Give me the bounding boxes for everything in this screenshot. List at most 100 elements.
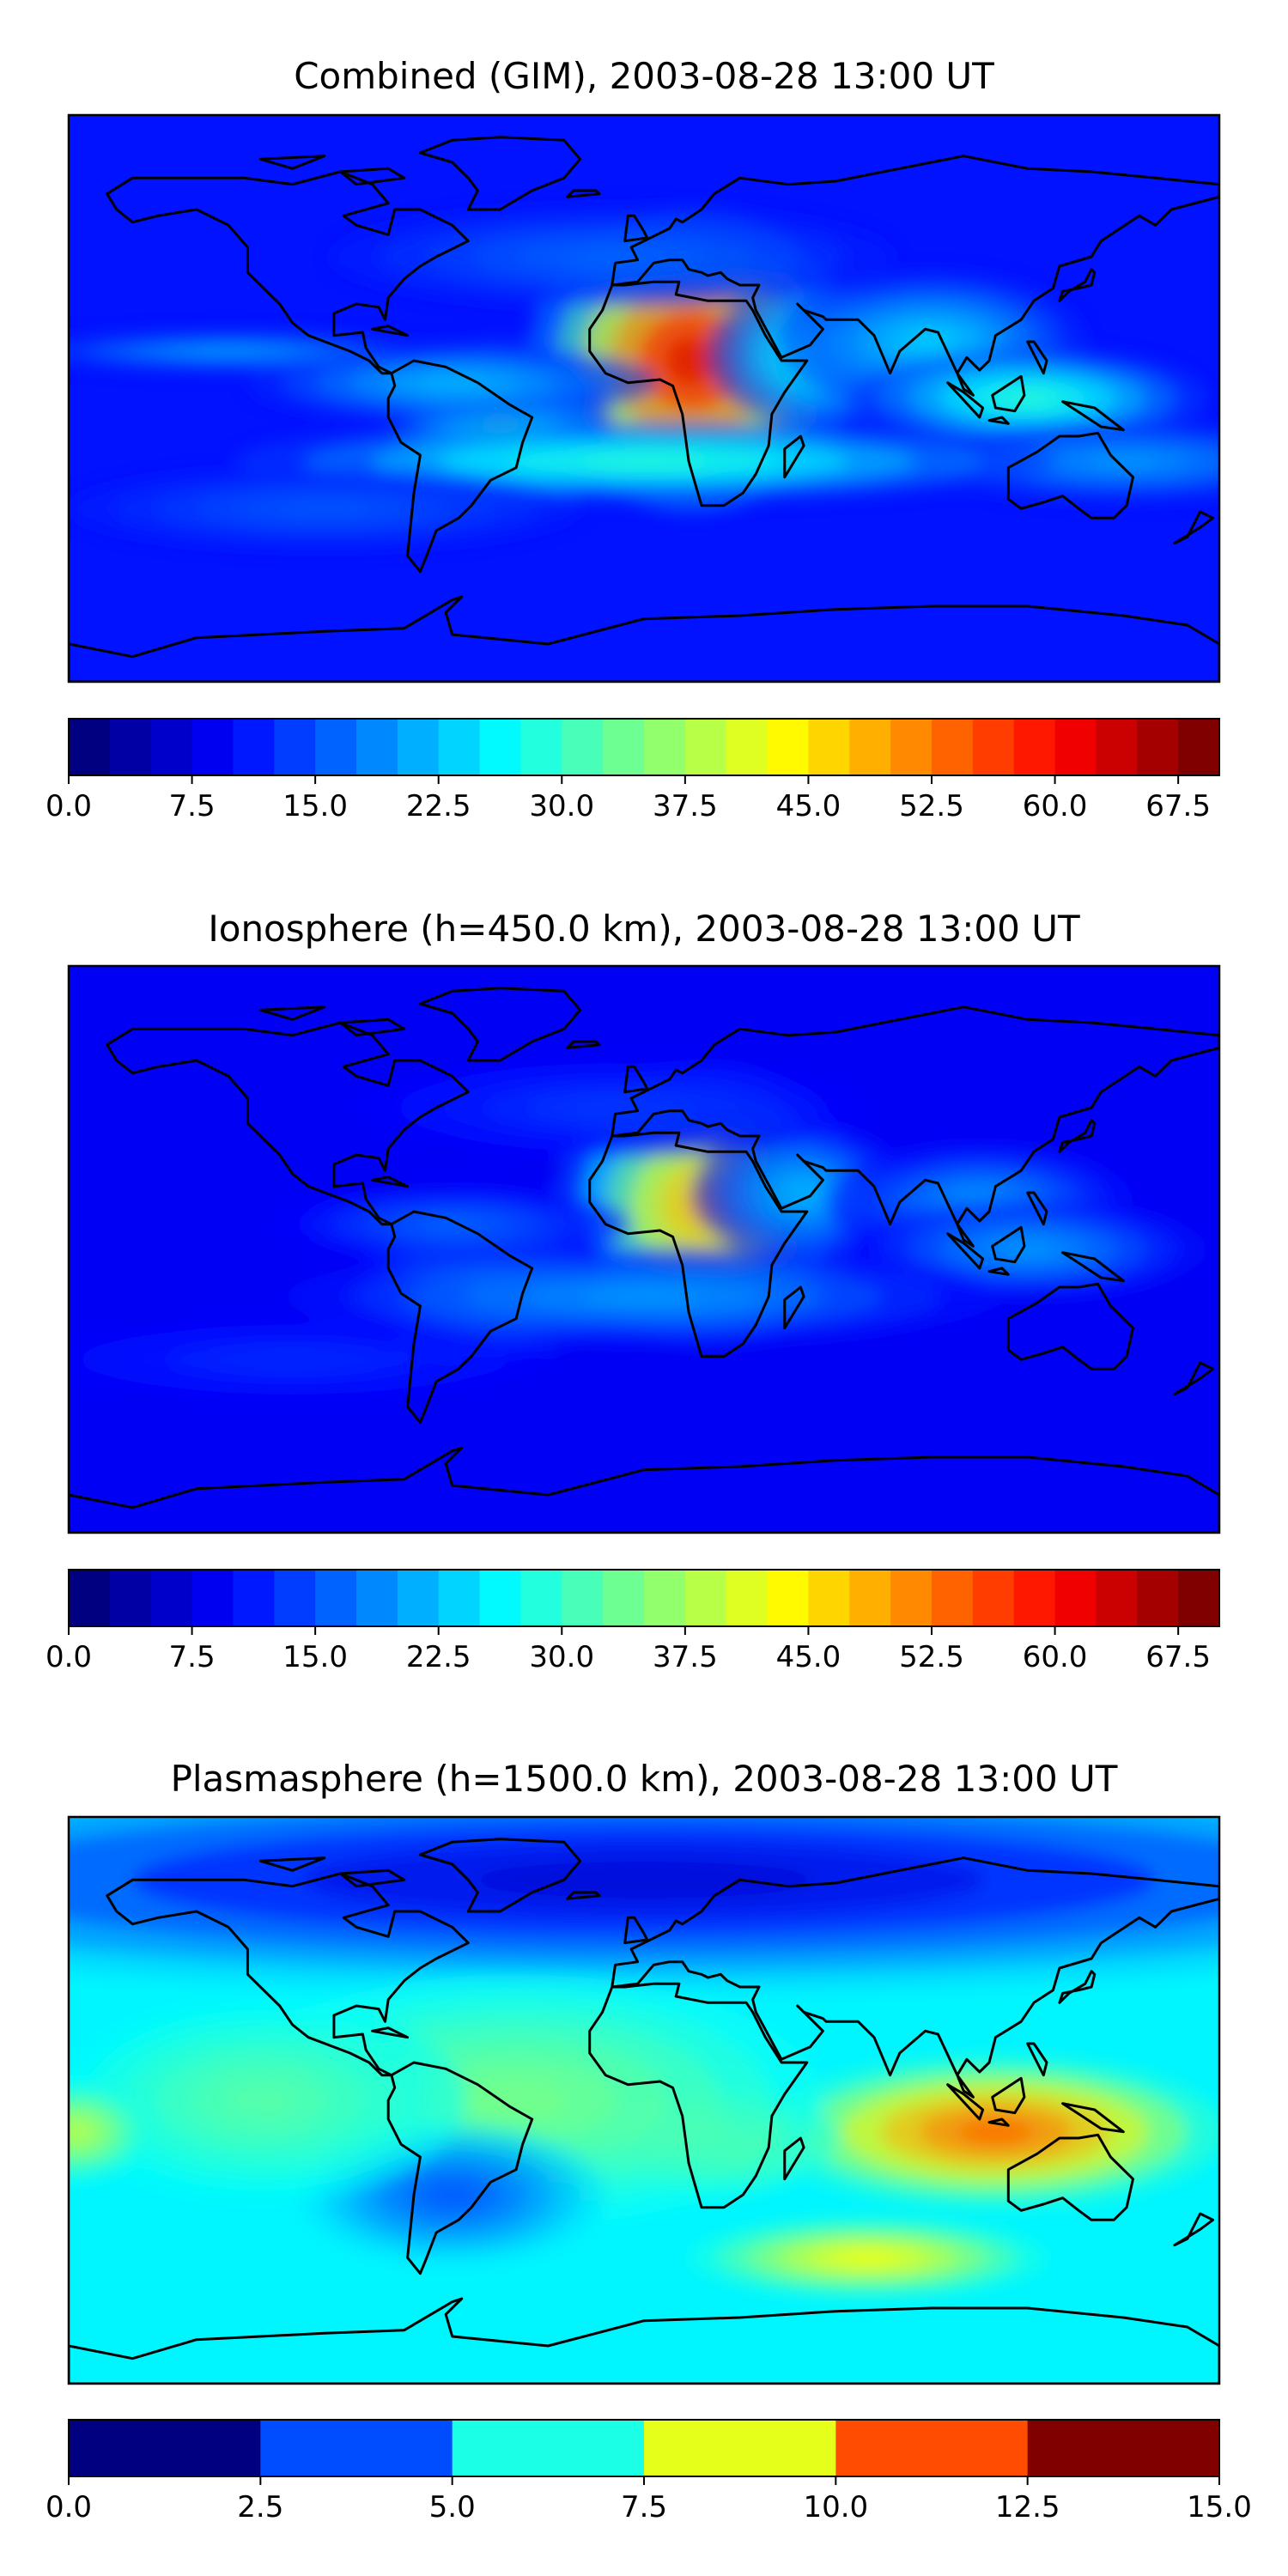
plasmasphere-coastline	[1173, 2212, 1215, 2247]
ionosphere-colorbar-tick-label: 67.5	[1145, 1640, 1211, 1674]
combined-colorbar-swatch	[972, 719, 1015, 775]
combined-colorbar-tick-label: 37.5	[653, 789, 718, 823]
plasmasphere-coastline	[258, 1856, 326, 1872]
ionosphere-coastline	[566, 1040, 601, 1049]
combined-coastline	[588, 280, 809, 507]
combined-coastline	[1061, 400, 1125, 432]
combined-colorbar-tick-label: 7.5	[169, 789, 216, 823]
plasmasphere-coastline	[1058, 1970, 1097, 2004]
combined-colorbar-tick-label: 45.0	[776, 789, 841, 823]
combined-coastline	[386, 359, 534, 574]
plasmasphere-colorbar-swatch	[835, 2420, 1029, 2476]
ionosphere-coastline	[338, 1018, 406, 1037]
ionosphere-contour-band	[249, 1352, 336, 1367]
ionosphere-colorbar-swatch	[150, 1570, 193, 1626]
combined-coastline	[1026, 340, 1048, 375]
plasmasphere-colorbar-tick-label: 0.0	[46, 2490, 92, 2524]
ionosphere-coastline	[106, 1021, 470, 1226]
plasmasphere-colorbar-tick-label: 15.0	[1187, 2490, 1252, 2524]
combined-colorbar-swatch	[684, 719, 727, 775]
plasmasphere-coastline	[946, 2083, 985, 2121]
combined-coastline	[611, 155, 1219, 397]
ionosphere-colorbar-swatch	[1137, 1570, 1179, 1626]
ionosphere-colorbar-swatch	[726, 1570, 769, 1626]
combined-colorbar-swatch	[726, 719, 769, 775]
combined-colorbar-swatch	[233, 719, 275, 775]
ionosphere-colorbar-swatch	[233, 1570, 275, 1626]
ionosphere-contour-band	[785, 1181, 823, 1205]
combined-coastline	[418, 136, 582, 211]
combined-colorbar-swatch	[849, 719, 891, 775]
ionosphere-colorbar-swatch	[1013, 1570, 1056, 1626]
combined-contour-band	[665, 335, 720, 386]
plasmasphere-contour-band	[69, 2123, 88, 2141]
combined-colorbar-swatch	[562, 719, 604, 775]
plasmasphere-title: Plasmasphere (h=1500.0 km), 2003-08-28 1…	[171, 1758, 1118, 1800]
combined-colorbar-swatch	[150, 719, 193, 775]
ionosphere-colorbar-swatch	[315, 1570, 357, 1626]
ionosphere-coastline	[418, 987, 582, 1062]
plasmasphere-colorbar-tick-label: 2.5	[237, 2490, 283, 2524]
plasmasphere-colorbar-tick-label: 5.0	[429, 2490, 476, 2524]
ionosphere-colorbar-tick-label: 30.0	[529, 1640, 594, 1674]
combined-colorbar-swatch	[603, 719, 645, 775]
plasmasphere-contour-band	[226, 2083, 295, 2117]
ionosphere-colorbar-swatch	[562, 1570, 604, 1626]
ionosphere-coastline	[611, 1005, 1219, 1248]
ionosphere-coastline	[386, 1210, 534, 1425]
combined-coastline	[946, 381, 985, 419]
combined-colorbar-swatch	[109, 719, 152, 775]
ionosphere-panel: Ionosphere (h=450.0 km), 2003-08-28 13:0…	[46, 908, 1221, 1674]
plasmasphere-coastline	[338, 1868, 406, 1888]
combined-colorbar-swatch	[520, 719, 562, 775]
combined-colorbar-swatch	[69, 719, 111, 775]
ionosphere-coastline	[69, 1446, 1219, 1533]
plasmasphere-coastline	[783, 2136, 805, 2181]
ionosphere-coastline	[946, 1232, 985, 1270]
ionosphere-colorbar-swatch	[849, 1570, 891, 1626]
ionosphere-coastline	[623, 1065, 649, 1094]
ionosphere-coastline	[1006, 1282, 1134, 1370]
combined-colorbar-swatch	[397, 719, 440, 775]
plasmasphere-coastline	[1061, 2102, 1125, 2134]
plasmasphere-coastline	[106, 1872, 470, 2077]
ionosphere-coastlines	[69, 987, 1219, 1533]
ionosphere-title: Ionosphere (h=450.0 km), 2003-08-28 13:0…	[208, 908, 1080, 950]
plasmasphere-colorbar-swatch	[260, 2420, 453, 2476]
ionosphere-colorbar-swatch	[69, 1570, 111, 1626]
plasmasphere-colorbar-tick-label: 10.0	[803, 2490, 868, 2524]
combined-coastline	[783, 434, 805, 479]
combined-colorbar-swatch	[890, 719, 933, 775]
ionosphere-colorbar-swatch	[274, 1570, 316, 1626]
combined-coastline	[371, 325, 410, 337]
ionosphere-colorbar-swatch	[808, 1570, 850, 1626]
ionosphere-coastline	[1026, 1191, 1048, 1226]
plasmasphere-coastline	[418, 1838, 582, 1913]
plasmasphere-contour-field	[69, 1817, 1219, 2384]
plasmasphere-coastline	[588, 1982, 809, 2209]
combined-coastline	[623, 214, 649, 243]
ionosphere-map	[67, 964, 1221, 1534]
combined-map-frame	[67, 113, 1221, 683]
plasmasphere-coastline	[566, 1891, 601, 1900]
plasmasphere-colorbar-tick-label: 12.5	[995, 2490, 1060, 2524]
ionosphere-contour-field	[69, 966, 1219, 1533]
ionosphere-coastline	[987, 1267, 1010, 1276]
ionosphere-colorbar-swatch	[684, 1570, 727, 1626]
combined-coastline	[1006, 431, 1134, 519]
ionosphere-colorbar: 0.0 7.5 15.0 22.5 30.0 37.5 45.0 52.5 60.0 67.5	[46, 1569, 1220, 1674]
combined-colorbar-swatch	[767, 719, 810, 775]
plasmasphere-coastline	[611, 1856, 1219, 2099]
plasmasphere-coastlines	[69, 1838, 1219, 2384]
ionosphere-colorbar-tick-label: 60.0	[1023, 1640, 1088, 1674]
combined-colorbar-swatch	[438, 719, 481, 775]
ionosphere-contour-band	[584, 1288, 704, 1305]
ionosphere-coastline	[258, 1005, 326, 1021]
plasmasphere-panel: Plasmasphere (h=1500.0 km), 2003-08-28 1…	[46, 1758, 1252, 2524]
plasmasphere-colorbar-tick-label: 7.5	[621, 2490, 667, 2524]
plasmasphere-contour-band	[957, 2119, 1035, 2145]
ionosphere-coastline	[1058, 1119, 1097, 1153]
combined-colorbar-frame	[68, 718, 1220, 776]
combined-panel: Combined (GIM), 2003-08-28 13:00 UT 0.0 7…	[46, 55, 1221, 823]
